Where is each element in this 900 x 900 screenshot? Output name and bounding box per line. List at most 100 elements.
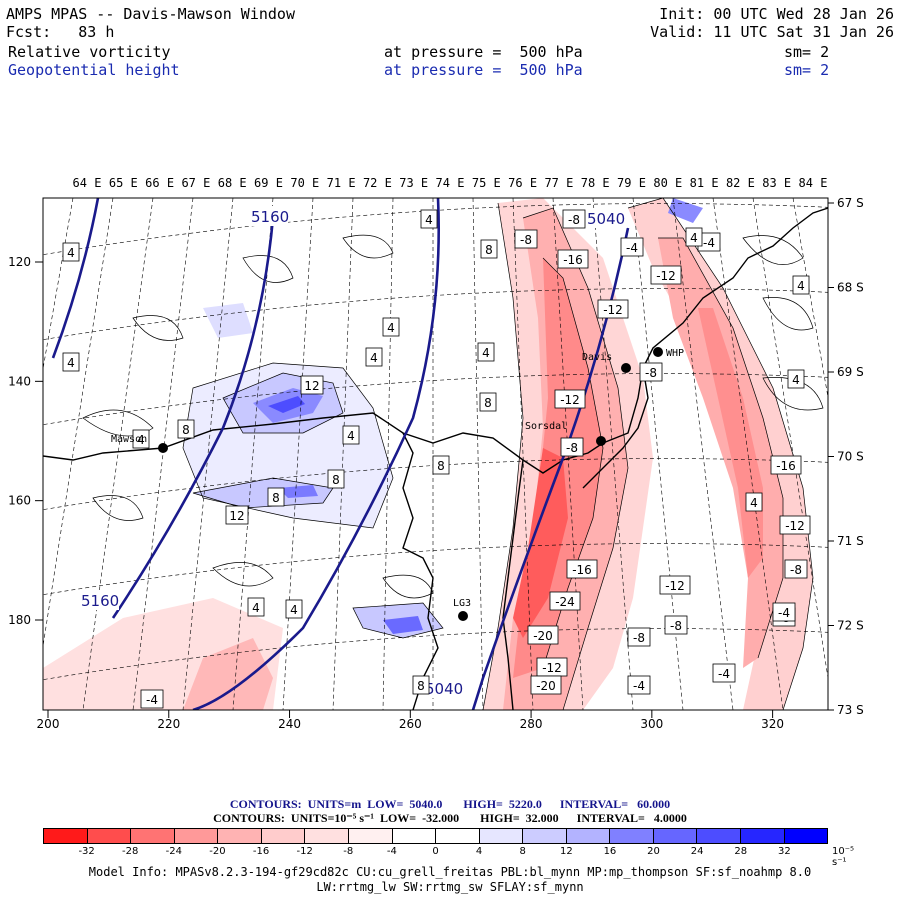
vorticity-label: 4 <box>370 351 378 365</box>
height-label: 5160 <box>251 208 289 226</box>
station-marker <box>653 347 663 357</box>
vorticity-label-box <box>779 515 811 535</box>
positive-vorticity-shading <box>183 198 703 638</box>
vorticity-label-box <box>140 689 164 709</box>
vorticity-label: -4 <box>703 236 715 250</box>
colorbar-cell <box>784 829 828 843</box>
colorbar-cell <box>610 829 654 843</box>
vorticity-label: -12 <box>603 303 623 317</box>
vorticity-label-box <box>530 675 562 695</box>
colorbar-labels: -32 -28 -24 -20 -16 -12 -8 -4 0 4 8 12 16 20 24 28 32 10⁻… <box>43 846 854 868</box>
field2-name: Geopotential height <box>8 61 180 79</box>
colorbar-label: -8 <box>343 846 354 857</box>
y-tick-label: 160 <box>8 494 31 508</box>
colorbar-label: -4 <box>386 846 397 857</box>
colorbar-cell <box>348 829 393 843</box>
colorbar <box>43 828 828 844</box>
vorticity-label: 4 <box>347 429 355 443</box>
negative-vorticity-shading <box>43 198 813 710</box>
colorbar-cell <box>479 829 524 843</box>
height-contour-labels: 5160 5160 5040 5040 <box>79 206 627 698</box>
vorticity-label-box <box>787 369 805 389</box>
map-title: AMPS MPAS -- Davis-Mawson Window <box>6 5 295 23</box>
station-name: LG3 <box>453 598 471 609</box>
colorbar-label: 28 <box>734 846 748 857</box>
station-name: Mawson <box>111 434 147 445</box>
longitude-label: 75 E <box>471 176 501 190</box>
vorticity-label: 4 <box>67 356 75 370</box>
vorticity-label: 4 <box>67 246 75 260</box>
colorbar-cell <box>653 829 698 843</box>
vorticity-label-box <box>627 627 651 647</box>
colorbar-label: -28 <box>122 846 139 857</box>
colorbar-label: 24 <box>690 846 704 857</box>
vorticity-label-box <box>560 437 584 457</box>
vorticity-label-box <box>365 347 383 367</box>
colorbar-label: -16 <box>252 846 270 857</box>
vorticity-label: -4 <box>633 679 645 693</box>
vorticity-label: -12 <box>560 393 580 407</box>
vorticity-contour-labels: 4 4 8 4 4 8 4 4 8 4 4 8 12 8 8 12 4 4 8 -8 -8 -4 -16 -12 -12 -4 -8… <box>62 209 811 709</box>
x-tick-label: 220 <box>157 717 180 731</box>
colorbar-label: 8 <box>519 846 526 857</box>
latitude-ticks: 67 S 68 S 69 S 70 S 71 S 72 S 73 S <box>828 196 864 717</box>
vorticity-label-box <box>772 602 796 622</box>
latitude-label: 70 S <box>837 450 864 464</box>
field1-level: at pressure = 500 hPa <box>384 43 583 61</box>
vorticity-label: 4 <box>137 433 145 447</box>
x-tick-label: 260 <box>399 717 422 731</box>
x-tick-label: 280 <box>520 717 543 731</box>
station-marker <box>458 611 468 621</box>
vorticity-label: -8 <box>568 213 580 227</box>
forecast-hour: Fcst: 83 h <box>6 23 115 41</box>
vorticity-label-box <box>650 265 682 285</box>
vorticity-label-box <box>477 342 495 362</box>
colorbar-cell <box>305 829 349 843</box>
colorbar-label: 32 <box>778 846 791 857</box>
vorticity-label: 4 <box>290 603 298 617</box>
station-marker <box>621 363 631 373</box>
vorticity-label: -20 <box>536 679 556 693</box>
longitude-label: 74 E <box>435 176 465 190</box>
y-tick-label: 140 <box>8 374 31 388</box>
vorticity-label: 4 <box>425 213 433 227</box>
field2-smoothing: sm= 2 <box>784 61 830 79</box>
vorticity-contour-legend: CONTOURS: UNITS=10⁻⁵ s⁻¹ LOW= -32.000 HI… <box>213 811 687 825</box>
vorticity-label: -12 <box>665 579 685 593</box>
vorticity-label-box <box>566 559 598 579</box>
vorticity-label: 8 <box>437 459 445 473</box>
colorbar-cell <box>131 829 175 843</box>
vorticity-label: 8 <box>182 423 190 437</box>
y-tick-label: 180 <box>8 613 31 627</box>
longitude-label: 69 E <box>254 176 283 190</box>
latitude-label: 72 S <box>837 619 864 633</box>
vorticity-label-box <box>177 419 195 439</box>
longitude-labels: 64 E 65 E 66 E 67 E 68 E 69 E 70 E 71 E 72 E 73 E… <box>40 176 830 192</box>
longitude-label: 84 E <box>798 176 828 190</box>
latitude-label: 68 S <box>837 281 864 295</box>
longitude-label: 80 E <box>653 176 683 190</box>
vorticity-label-box <box>225 505 249 525</box>
colorbar-label: 0 <box>432 846 439 857</box>
x-tick-label: 200 <box>37 717 60 731</box>
vorticity-label: -16 <box>563 253 583 267</box>
latitude-label: 73 S <box>837 703 864 717</box>
longitude-label: 67 E <box>181 176 211 190</box>
colorbar-label: 20 <box>647 846 660 857</box>
colorbar-label: 4 <box>475 846 483 857</box>
latitude-label: 71 S <box>837 534 864 548</box>
vorticity-label-box <box>745 492 763 512</box>
vorticity-label-box <box>527 625 559 645</box>
vorticity-label: 4 <box>792 373 800 387</box>
longitude-label: 64 E <box>72 176 102 190</box>
vorticity-label-box <box>620 237 644 257</box>
longitude-label: 83 E <box>762 176 792 190</box>
plot-frame <box>42 197 829 711</box>
vorticity-label: -8 <box>790 563 802 577</box>
longitude-label: 71 E <box>326 176 356 190</box>
x-axis-ticks: 200 220 240 260 280 300 320 <box>37 710 784 731</box>
vorticity-label: 4 <box>252 601 260 615</box>
field1-name: Relative vorticity <box>8 43 171 61</box>
vorticity-label-box <box>62 352 80 372</box>
vorticity-label-box <box>627 675 651 695</box>
